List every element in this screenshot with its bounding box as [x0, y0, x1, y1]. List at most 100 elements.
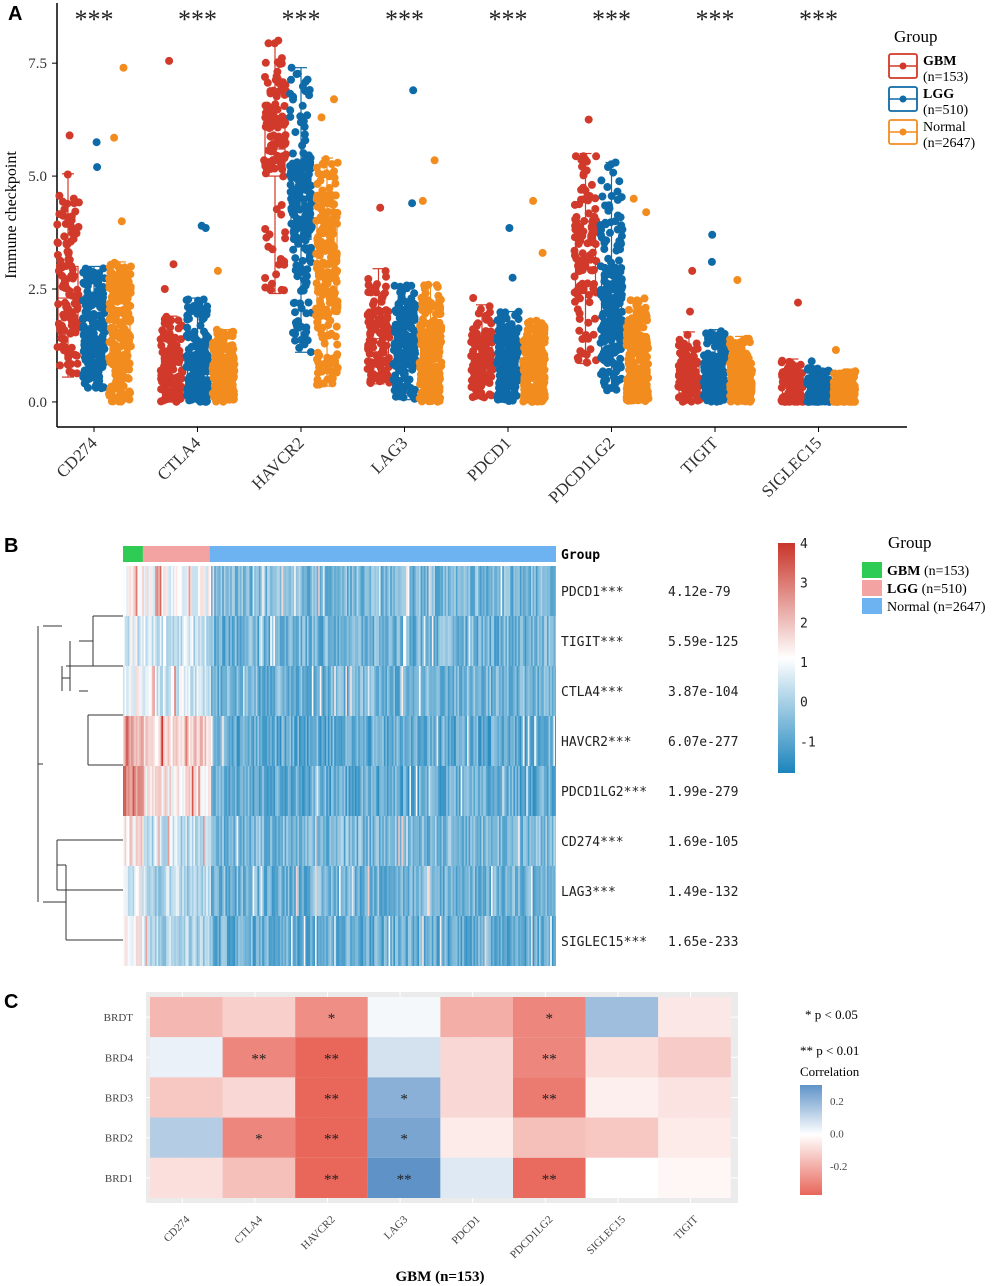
a-group-HAVCR2-LGG	[286, 63, 316, 357]
a-point	[115, 274, 124, 283]
a-point	[110, 329, 119, 338]
a-group-CTLA4-GBM	[156, 56, 187, 406]
a-point	[472, 320, 481, 329]
a-point	[521, 373, 530, 382]
a-point	[93, 374, 102, 383]
a-point	[277, 135, 286, 144]
a-x-tick-label: HAVCR2	[248, 433, 308, 493]
a-significance-label: ***	[282, 5, 321, 34]
a-point	[184, 363, 193, 372]
b-heatmap-row	[123, 616, 556, 666]
a-outlier-point	[301, 330, 309, 339]
a-point	[432, 310, 440, 319]
a-point	[324, 238, 333, 247]
a-group-CD274-LGG	[79, 138, 109, 393]
a-point	[637, 309, 646, 318]
a-point	[183, 323, 192, 332]
a-point	[299, 117, 308, 126]
a-group-PDCD1LG2-LGG	[596, 158, 627, 395]
a-point	[613, 225, 622, 234]
a-point	[106, 268, 115, 277]
a-point	[305, 91, 314, 100]
a-point	[90, 320, 99, 329]
a-point	[577, 185, 586, 194]
a-outlier-point	[642, 208, 651, 217]
a-outlier-point	[408, 199, 417, 208]
a-group-PDCD1-GBM	[467, 294, 497, 402]
a-outlier-point	[733, 276, 742, 284]
a-point	[700, 359, 709, 368]
a-outlier-point	[584, 115, 593, 124]
a-point	[576, 222, 585, 231]
a-group-PDCD1LG2-GBM	[570, 115, 601, 367]
a-point	[212, 397, 221, 406]
a-point	[119, 363, 128, 372]
a-point	[112, 378, 121, 387]
a-x-tick-label: LAG3	[367, 433, 411, 477]
a-point	[53, 251, 62, 259]
a-point	[676, 349, 684, 357]
a-point	[373, 280, 381, 289]
a-point	[410, 312, 418, 321]
a-point	[687, 377, 696, 386]
a-outlier-point	[794, 298, 802, 307]
a-point	[319, 285, 328, 293]
a-point	[327, 160, 336, 169]
a-point	[502, 391, 511, 400]
a-point	[287, 75, 295, 84]
a-point	[303, 186, 312, 195]
a-outlier-point	[330, 95, 338, 104]
a-legend-title: Group	[894, 27, 937, 46]
a-point	[170, 390, 179, 399]
a-group-HAVCR2-GBM	[260, 36, 290, 295]
a-point	[469, 339, 478, 348]
a-point	[184, 333, 193, 342]
a-point	[610, 279, 619, 288]
a-group-SIGLEC15-LGG	[803, 357, 834, 406]
a-point	[323, 271, 332, 280]
a-outlier-point	[831, 346, 840, 354]
a-point	[264, 242, 273, 251]
a-point	[291, 254, 300, 263]
a-group-TIGIT-GBM	[674, 266, 704, 406]
a-point	[778, 356, 787, 365]
a-box	[83, 301, 105, 362]
a-outlier-point	[110, 133, 119, 142]
a-point	[123, 328, 132, 337]
a-y-tick-label: 5.0	[28, 169, 47, 185]
a-significance-label: ***	[75, 5, 114, 34]
a-outlier-point	[65, 131, 74, 140]
a-point	[509, 389, 518, 398]
a-outlier-point	[538, 248, 547, 257]
a-point	[395, 328, 404, 337]
a-point	[418, 298, 427, 307]
a-group-TIGIT-LGG	[700, 230, 730, 406]
a-point	[275, 260, 283, 269]
a-point	[121, 281, 130, 290]
a-point	[369, 300, 377, 309]
a-legend-count: (n=153)	[923, 70, 969, 85]
a-point	[106, 260, 115, 269]
a-outlier-point	[508, 273, 517, 282]
a-point	[291, 308, 299, 317]
panel-b-letter: B	[4, 535, 18, 557]
a-point	[299, 216, 308, 225]
a-point	[606, 228, 614, 237]
a-point	[280, 286, 288, 295]
a-point	[81, 327, 90, 336]
a-point	[72, 229, 81, 238]
a-point	[678, 342, 687, 351]
a-outlier-point	[688, 266, 697, 275]
a-point	[66, 237, 75, 246]
a-point	[390, 281, 399, 290]
a-point	[114, 308, 123, 317]
a-point	[502, 353, 511, 362]
a-box	[186, 356, 209, 389]
a-point	[281, 234, 290, 243]
a-legend-key-dot	[899, 62, 907, 70]
a-point	[261, 108, 270, 117]
a-point	[57, 334, 66, 343]
a-point	[216, 380, 225, 389]
a-point	[585, 238, 594, 247]
